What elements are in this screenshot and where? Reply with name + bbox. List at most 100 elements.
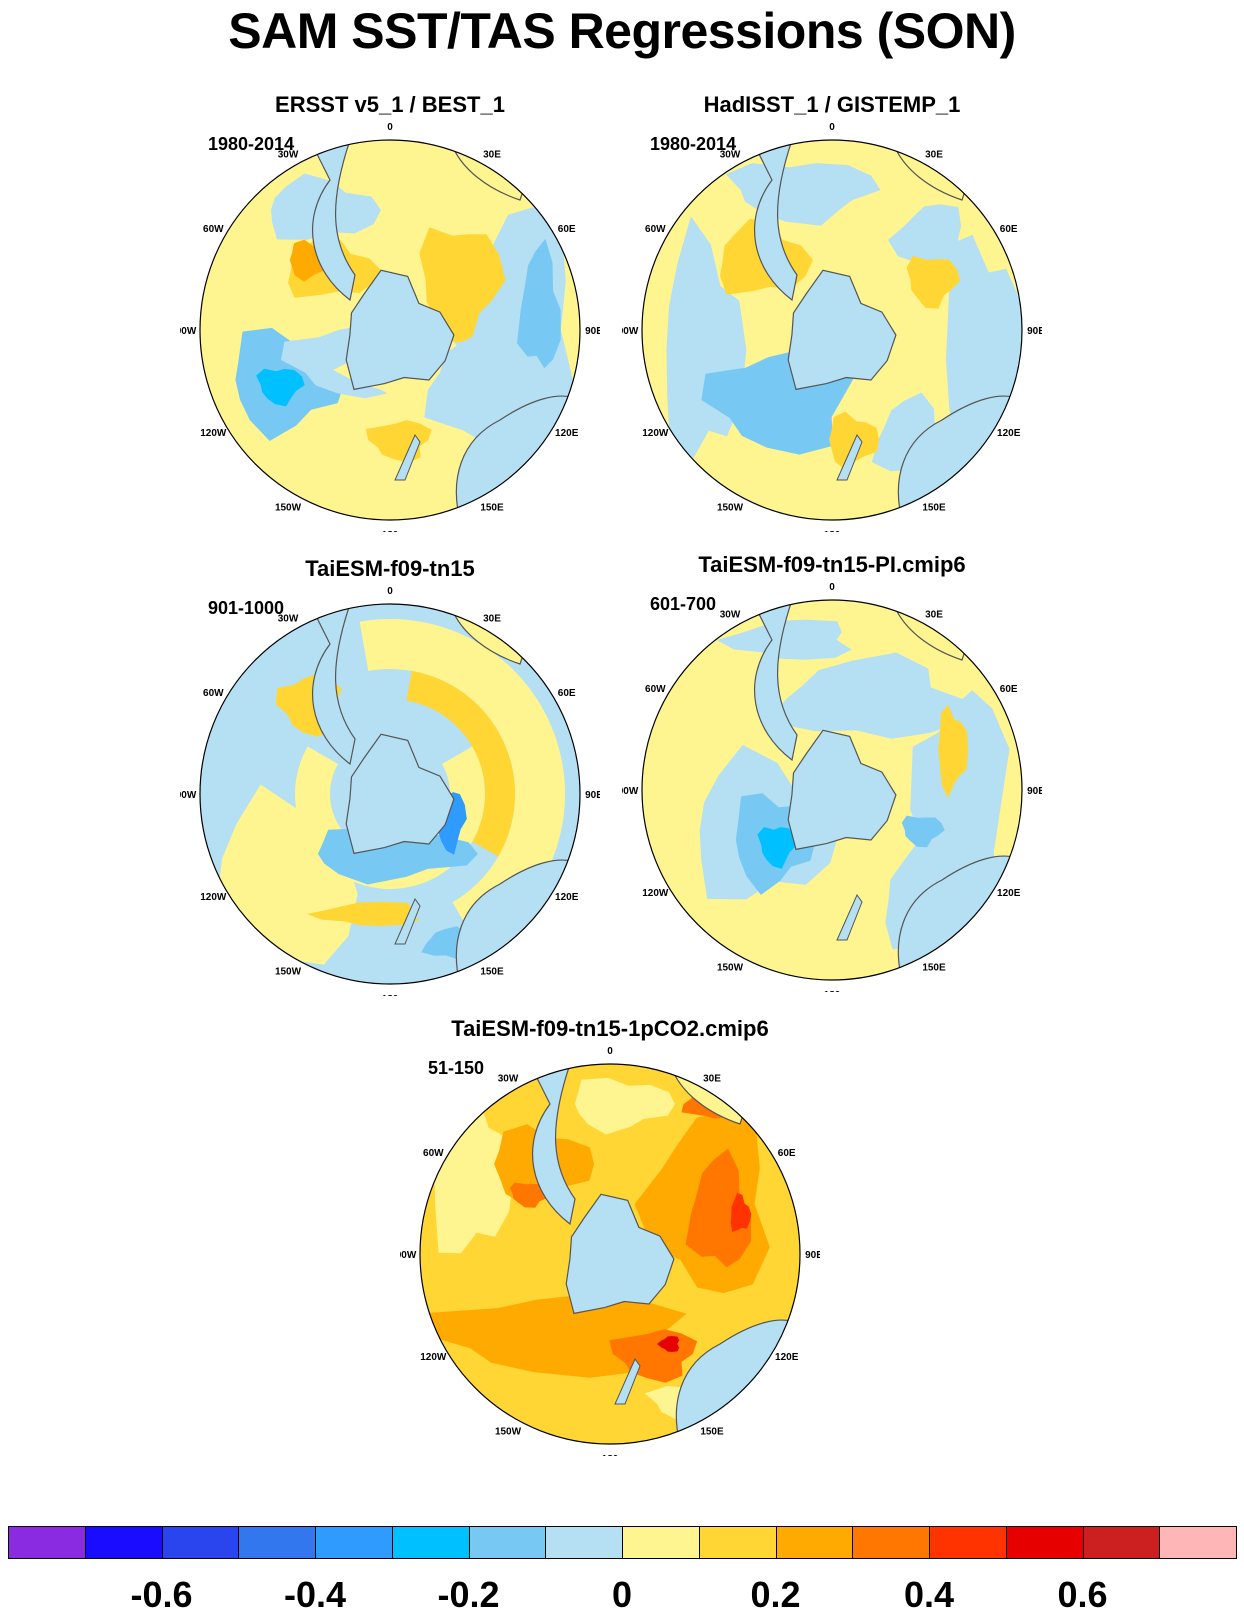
longitude-label: 90E: [585, 790, 600, 801]
new-zealand-landmass: [836, 433, 863, 481]
colorbar-box: [8, 1526, 86, 1559]
anomaly-region: [730, 1192, 752, 1232]
longitude-label: 30E: [925, 609, 943, 620]
longitude-label: 60E: [558, 224, 576, 235]
anomaly-region: [359, 619, 565, 946]
panel-period: 51-150: [428, 1058, 485, 1078]
south-america-landmass: [309, 604, 356, 766]
polar-map: 0 30E 60E 90E 120E 150E 180 150W 120W 90W 60W 30W: [180, 586, 600, 996]
colorbar: [8, 1526, 1237, 1562]
colorbar-box: [161, 1526, 240, 1559]
anomaly-region: [657, 1336, 680, 1352]
colorbar-box: [1082, 1526, 1161, 1559]
colorbar-tick-label: 0.4: [903, 1574, 955, 1615]
new-zealand-landmass: [836, 893, 863, 941]
longitude-label: 90W: [180, 326, 197, 337]
antarctica-landmass: [345, 733, 455, 855]
colorbar-box: [929, 1526, 1007, 1559]
longitude-label: 30W: [278, 613, 299, 624]
anomaly-region: [256, 368, 305, 407]
antarctica-landmass: [787, 729, 897, 851]
colorbar-box: [84, 1526, 163, 1559]
colorbar-box: [1159, 1526, 1237, 1559]
longitude-label: 150E: [922, 963, 946, 974]
longitude-label: 30W: [720, 149, 741, 160]
longitude-label: 90W: [400, 1250, 417, 1261]
longitude-label: 0: [387, 122, 393, 133]
longitude-label: 150E: [480, 503, 504, 514]
panel-period: 901-1000: [208, 598, 285, 618]
anomaly-region: [574, 1077, 675, 1135]
longitude-label: 90W: [622, 326, 639, 337]
colorbar-box: [545, 1526, 623, 1559]
longitude-label: 150E: [922, 503, 946, 514]
longitude-label: 0: [829, 582, 835, 593]
colorbar-tick-label: -0.4: [283, 1574, 347, 1615]
shading-layer: [642, 600, 1022, 980]
map-boundary: [419, 1063, 801, 1445]
map-boundary: [641, 139, 1023, 521]
colorbar-box: [468, 1526, 547, 1559]
polar-map: 0 30E 60E 90E 120E 150E 180 150W 120W 90W 60W 30W: [400, 1046, 820, 1456]
longitude-label: 60E: [1000, 224, 1018, 235]
longitude-label: 150E: [480, 967, 504, 978]
anomaly-region: [768, 652, 966, 739]
longitude-label: 90E: [1027, 326, 1042, 337]
longitude-label: 90W: [622, 786, 639, 797]
longitude-label: 120W: [200, 428, 227, 439]
longitude-label: 150W: [717, 963, 744, 974]
anomaly-region: [938, 704, 969, 798]
longitude-label: 60W: [645, 224, 666, 235]
longitude-label: 60W: [203, 224, 224, 235]
longitude-label: 180: [824, 530, 841, 532]
anomaly-region: [406, 670, 515, 857]
longitude-label: 30W: [278, 149, 299, 160]
longitude-label: 0: [387, 586, 393, 597]
panel-title: TaiESM-f09-tn15-1pCO2.cmip6: [451, 1016, 769, 1041]
longitude-label: 120E: [997, 888, 1021, 899]
anomaly-region: [307, 901, 420, 926]
polar-map: 0 30E 60E 90E 120E 150E 180 150W 120W 90W 60W 30W: [622, 582, 1042, 992]
map-panel-hadisst: HadISST_1 / GISTEMP_1 1980-2014 0 30E 60E 9…: [622, 92, 1042, 532]
colorbar-box: [775, 1526, 854, 1559]
new-zealand-landmass: [394, 433, 421, 481]
antarctica-landmass: [565, 1193, 675, 1315]
longitude-label: 180: [382, 530, 399, 532]
panel-title: HadISST_1 / GISTEMP_1: [703, 92, 961, 117]
map-panel-taiesm: TaiESM-f09-tn15 901-1000 0 30E 60E 90E 120E 1…: [180, 556, 600, 996]
shading-layer: [420, 1064, 800, 1444]
panel-period: 1980-2014: [650, 134, 737, 154]
longitude-label: 90E: [805, 1250, 820, 1261]
longitude-label: 150W: [275, 967, 302, 978]
panel-period: 601-700: [650, 594, 717, 614]
longitude-label: 30E: [483, 149, 501, 160]
longitude-label: 0: [607, 1046, 613, 1057]
colorbar-box: [852, 1526, 930, 1559]
colorbar-box: [238, 1526, 316, 1559]
longitude-label: 120W: [642, 888, 669, 899]
anomaly-region: [901, 815, 945, 848]
new-zealand-landmass: [394, 897, 421, 945]
new-zealand-landmass: [614, 1357, 641, 1405]
main-title: SAM SST/TAS Regressions (SON): [228, 3, 1016, 59]
panel-title: ERSST v5_1 / BEST_1: [275, 92, 505, 117]
longitude-label: 90W: [180, 790, 197, 801]
colorbar-tick-label: -0.2: [437, 1574, 500, 1615]
colorbar-tick-label: 0.6: [1057, 1574, 1108, 1615]
longitude-label: 150W: [275, 503, 302, 514]
anomaly-region: [888, 204, 967, 275]
antarctica-landmass: [787, 269, 897, 391]
anomaly-region: [757, 827, 798, 869]
longitude-label: 30W: [720, 609, 741, 620]
longitude-label: 60W: [423, 1148, 444, 1159]
south-america-landmass: [751, 140, 798, 302]
longitude-label: 120E: [555, 428, 579, 439]
longitude-label: 30E: [925, 149, 943, 160]
map-boundary: [199, 139, 581, 521]
colorbar-box: [1005, 1526, 1084, 1559]
anomaly-region: [906, 256, 961, 309]
longitude-label: 90E: [1027, 786, 1042, 797]
south-america-landmass: [309, 140, 356, 302]
map-panel-taiesm-pi: TaiESM-f09-tn15-PI.cmip6 601-700 0 30E 60E…: [622, 552, 1042, 992]
panel-title: TaiESM-f09-tn15: [305, 556, 475, 581]
